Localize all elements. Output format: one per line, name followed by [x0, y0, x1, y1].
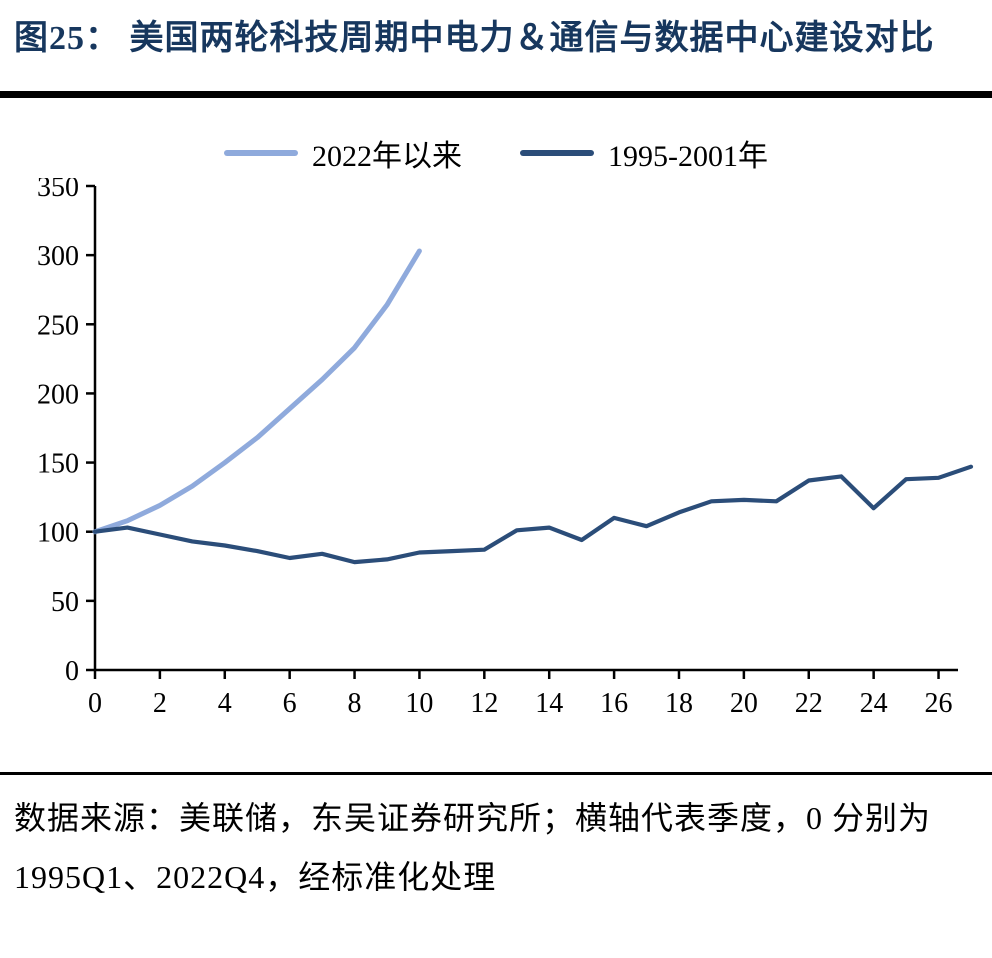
source-note: 数据来源：美联储，东吴证券研究所；横轴代表季度，0 分别为 1995Q1、202… — [14, 799, 932, 896]
legend-item-2022: 2022年以来 — [224, 131, 462, 175]
series-line-1 — [92, 464, 974, 565]
x-tick-label: 6 — [283, 688, 297, 719]
x-tick-label: 20 — [730, 688, 758, 719]
legend-label-1995: 1995-2001年 — [608, 139, 768, 173]
x-tick-label: 4 — [218, 688, 232, 719]
x-tick-label: 14 — [535, 688, 563, 719]
axis-lines — [93, 185, 958, 672]
figure-title: 图25： 美国两轮科技周期中电力＆通信与数据中心建设对比 — [14, 20, 935, 57]
y-tick-label: 0 — [65, 656, 79, 687]
x-tick-label: 10 — [405, 688, 433, 719]
y-tick-label: 200 — [37, 379, 79, 410]
legend-item-1995: 1995-2001年 — [520, 131, 768, 175]
x-tick-label: 26 — [925, 688, 953, 719]
title-divider — [0, 90, 992, 98]
footer-divider — [0, 771, 992, 775]
y-tick-label: 300 — [37, 241, 79, 272]
y-tick-label: 150 — [37, 448, 79, 479]
legend-swatch-dark — [520, 149, 594, 156]
x-tick-label: 12 — [470, 688, 498, 719]
x-tick-label: 18 — [665, 688, 693, 719]
x-tick-label: 8 — [348, 688, 362, 719]
y-tick-label: 50 — [51, 587, 79, 618]
x-tick-label: 2 — [153, 688, 167, 719]
line-chart: 2022年以来 1995-2001年 0 50 100 150 200 250 300 350… — [0, 132, 992, 726]
chart-legend: 2022年以来 1995-2001年 — [0, 132, 992, 174]
series-line-0 — [92, 248, 422, 535]
y-tick-label: 250 — [37, 310, 79, 341]
legend-label-2022: 2022年以来 — [312, 139, 462, 173]
x-tick-label: 24 — [860, 688, 888, 719]
x-tick-label: 22 — [795, 688, 823, 719]
x-tick-label: 16 — [600, 688, 628, 719]
y-tick-label: 350 — [37, 178, 79, 203]
y-tick-label: 100 — [37, 518, 79, 549]
x-tick-label: 0 — [88, 688, 102, 719]
legend-swatch-light — [224, 149, 298, 156]
